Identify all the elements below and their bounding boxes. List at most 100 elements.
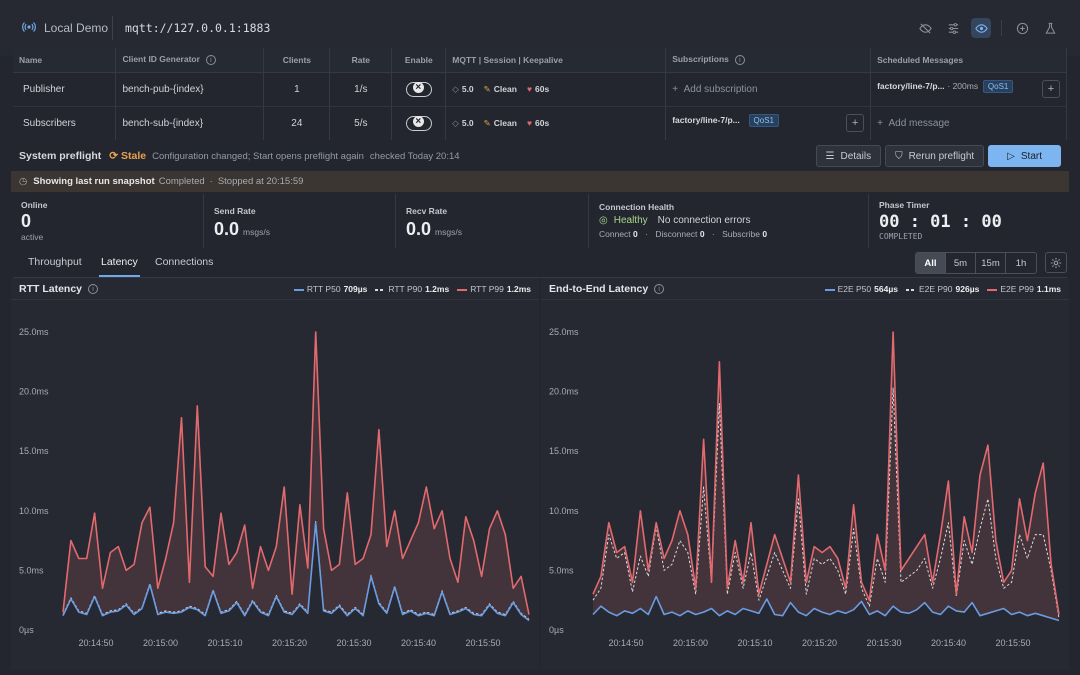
phase-timer-value: 00 : 01 : 00: [879, 212, 1002, 232]
stat-label: Connection Health: [599, 202, 675, 212]
x-tick-label: 20:14:50: [608, 638, 643, 648]
col-header-client-id: Client ID Generator i: [115, 48, 265, 73]
subscriptions-cell: + Add subscription: [665, 72, 872, 107]
phase-state: COMPLETED: [879, 232, 923, 241]
stat-unit: msgs/s: [243, 227, 270, 237]
clients-input[interactable]: 24: [263, 106, 331, 140]
enable-toggle-cell: [391, 72, 447, 107]
range-all[interactable]: All: [916, 253, 946, 273]
x-tick-label: 20:15:30: [866, 638, 901, 648]
keepalive: 60s: [535, 84, 550, 94]
legend-label: RTT P90: [388, 284, 423, 294]
clients-input[interactable]: 1: [263, 72, 331, 107]
details-button[interactable]: ☰ Details: [815, 145, 882, 167]
info-icon[interactable]: i: [205, 55, 216, 66]
eye-icon[interactable]: [971, 18, 991, 38]
e2e-latency-chart: 0µs 5.0ms 10.0ms 15.0ms 20.0ms 25.0ms 20:14:50…: [549, 327, 1060, 648]
stats-row: Online 0 active Send Rate 0.0 msgs/s Recv…: [11, 194, 1069, 248]
stat-send-rate: Send Rate 0.0 msgs/s: [204, 194, 396, 248]
connect-label: Connect: [599, 229, 631, 239]
col-header-scheduled: Scheduled Messages: [870, 48, 1067, 73]
y-tick-label: 20.0ms: [19, 387, 49, 397]
x-tick-label: 20:15:10: [207, 638, 242, 648]
add-message-link[interactable]: + Add message: [877, 118, 950, 129]
rate-input[interactable]: 5/s: [329, 106, 393, 140]
x-tick-label: 20:15:30: [336, 638, 371, 648]
subscription-topic[interactable]: factory/line-7/p...: [672, 115, 740, 126]
divider: [1001, 20, 1002, 36]
legend-item[interactable]: RTT P90 1.2ms: [375, 284, 449, 294]
legend-label: E2E P90: [918, 284, 953, 294]
details-label: Details: [840, 150, 872, 162]
table-row-publisher: Publisher bench-pub-{index} 1 1/s ◇5.0 ✎…: [13, 72, 1067, 107]
stat-connection-health: Connection Health ◎ Healthy No connectio…: [589, 194, 869, 248]
mqtt-settings[interactable]: ◇ 5.0 ✎ Clean ♥ 60s: [445, 72, 667, 107]
stat-label: Recv Rate: [406, 206, 448, 216]
tab-connections[interactable]: Connections: [155, 256, 214, 268]
add-subscription-button[interactable]: +: [846, 114, 865, 133]
plus-circle-icon[interactable]: [1012, 18, 1032, 38]
top-bar: Local Demo mqtt://127.0.0.1:1883: [0, 0, 1080, 56]
app-name: Local Demo: [44, 21, 109, 35]
legend-item[interactable]: RTT P50 709µs: [293, 284, 367, 294]
session-type: Clean: [493, 117, 517, 128]
banner-title: Showing last run snapshot: [33, 176, 155, 187]
legend-item[interactable]: E2E P90 926µs: [905, 284, 980, 294]
banner-state: Completed: [158, 176, 205, 187]
x-tick-label: 20:15:20: [272, 638, 307, 648]
p50-series-line: [62, 521, 530, 622]
info-icon[interactable]: i: [734, 55, 745, 66]
stat-online: Online 0 active: [11, 194, 204, 248]
enable-toggle[interactable]: [405, 115, 432, 131]
x-tick-label: 20:15:10: [737, 638, 772, 648]
scheduled-topic[interactable]: factory/line-7/p...: [877, 81, 945, 91]
add-scheduled-button[interactable]: +: [1042, 80, 1060, 98]
range-15m[interactable]: 15m: [976, 253, 1006, 273]
y-tick-label: 20.0ms: [549, 387, 579, 397]
session-type: Clean: [493, 83, 517, 94]
info-icon[interactable]: i: [88, 283, 99, 294]
stat-value: 0.0: [214, 219, 240, 239]
stat-value: 0: [21, 211, 32, 231]
mqtt-settings[interactable]: ◇ 5.0 ✎ Clean ♥ 60s: [445, 106, 667, 140]
legend-value: 1.2ms: [425, 284, 450, 294]
rtt-latency-panel: RTT Latency i RTT P50 709µs RTT P90 1.2ms R…: [11, 278, 539, 670]
p50-series-line: [592, 595, 1060, 622]
legend-item[interactable]: RTT P99 1.2ms: [457, 284, 531, 294]
rate-input[interactable]: 1/s: [329, 72, 393, 107]
p90-series-line: [592, 387, 1060, 619]
tag-icon: ◇: [452, 117, 459, 128]
sliders-icon[interactable]: [943, 18, 963, 38]
stat-recv-rate: Recv Rate 0.0 msgs/s: [396, 194, 589, 248]
range-1h[interactable]: 1h: [1015, 257, 1027, 269]
row-name: Publisher: [13, 72, 117, 107]
broker-url[interactable]: mqtt://127.0.0.1:1883: [125, 21, 271, 35]
gear-icon[interactable]: [1045, 252, 1067, 273]
health-status: Healthy: [613, 215, 648, 226]
disconnect-count: 0: [699, 229, 705, 239]
legend-swatch: [987, 288, 998, 291]
range-5m[interactable]: 5m: [946, 253, 976, 273]
col-header-label: Client ID Generator: [122, 54, 200, 65]
legend-item[interactable]: E2E P99 1.1ms: [987, 284, 1061, 294]
legend-value: 926µs: [955, 284, 980, 294]
enable-toggle[interactable]: [405, 81, 432, 97]
rerun-preflight-button[interactable]: ⛉ Rerun preflight: [885, 145, 985, 167]
client-id-input[interactable]: bench-sub-{index}: [115, 106, 265, 140]
top-toolbar: [915, 18, 1060, 38]
snapshot-banner: ◷ Showing last run snapshot Completed · …: [11, 171, 1069, 192]
y-tick-label: 5.0ms: [19, 565, 44, 575]
rerun-label: Rerun preflight: [908, 150, 975, 162]
start-button[interactable]: ▷ Start: [988, 145, 1061, 167]
client-id-input[interactable]: bench-pub-{index}: [115, 72, 265, 107]
row-name: Subscribers: [13, 106, 117, 140]
eye-off-icon[interactable]: [915, 18, 935, 38]
legend-item[interactable]: E2E P50 564µs: [824, 284, 898, 294]
tab-throughput[interactable]: Throughput: [28, 256, 82, 268]
p99-series-line: [592, 331, 1060, 615]
info-icon[interactable]: i: [654, 283, 665, 294]
col-header-subscriptions: Subscriptions i: [665, 48, 872, 73]
add-subscription-link[interactable]: + Add subscription: [672, 84, 757, 95]
tab-latency[interactable]: Latency: [99, 256, 140, 277]
flask-icon[interactable]: [1040, 18, 1060, 38]
